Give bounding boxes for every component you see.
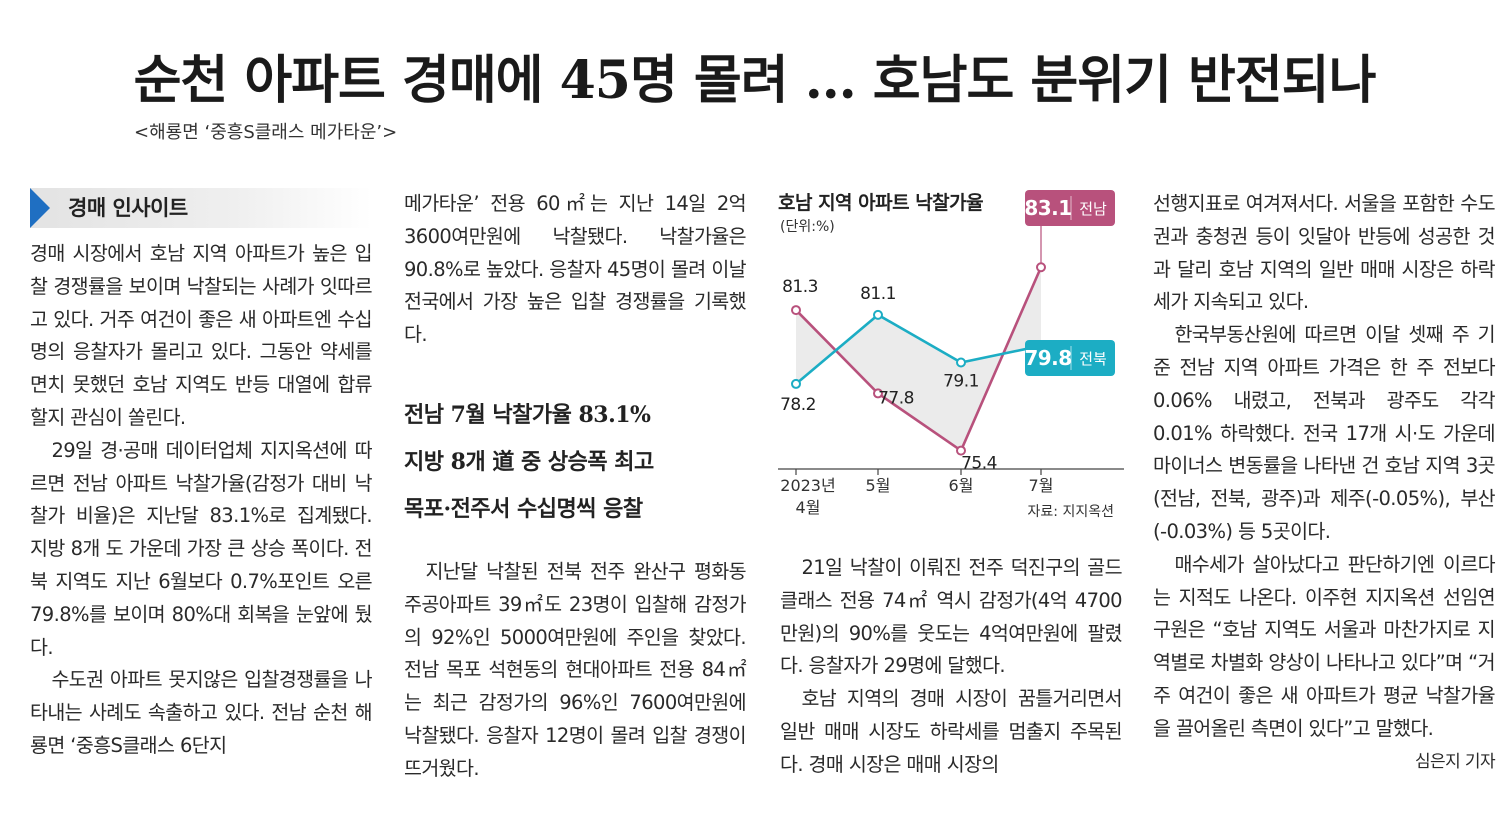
x-tick-label: 4월 <box>796 498 821 517</box>
data-label: 79.1 <box>943 371 979 391</box>
paragraph: 경매 시장에서 호남 지역 아파트가 높은 입찰 경쟁률을 보이며 낙찰되는 사… <box>30 242 373 429</box>
chart-title: 호남 지역 아파트 낙찰가율 <box>778 192 984 214</box>
paragraph: 21일 낙찰이 이뤄진 전주 덕진구의 골드클래스 전용 74㎡ 역시 감정가(… <box>780 556 1123 678</box>
article-column-2-bottom: 지난달 낙찰된 전북 전주 완산구 평화동 주공아파트 39㎡도 23명이 입찰… <box>404 556 747 786</box>
data-label: 78.2 <box>780 395 816 415</box>
data-label: 81.1 <box>860 284 896 304</box>
sub-headlines: 전남 7월 낙찰가율 83.1% 지방 8개 道 중 상승폭 최고 목포·전주서… <box>404 392 754 533</box>
data-label: 77.8 <box>878 388 914 408</box>
data-point <box>956 445 966 456</box>
chart-unit: (단위:%) <box>780 219 835 235</box>
article-column-4: 선행지표로 여겨져서다. 서울을 포함한 수도권과 충청권 등이 잇달아 반등에… <box>1153 188 1496 778</box>
paragraph: 매수세가 살아났다고 판단하기엔 이르다는 지적도 나온다. 이주현 지지옥션 … <box>1153 549 1496 772</box>
jeonbuk-badge-name: 전북 <box>1079 350 1107 368</box>
sub-headline: 지방 8개 道 중 상승폭 최고 <box>404 449 654 475</box>
paragraph: 29일 경·공매 데이터업체 지지옥션에 따르면 전남 아파트 낙찰가율(감정가… <box>30 438 373 659</box>
paragraph: 지난달 낙찰된 전북 전주 완산구 평화동 주공아파트 39㎡도 23명이 입찰… <box>404 560 747 780</box>
article-column-1: 경매 인사이트 경매 시장에서 호남 지역 아파트가 높은 입찰 경쟁률을 보이… <box>30 188 373 763</box>
paragraph: 호남 지역의 경매 시장이 꿈틀거리면서 일반 매매 시장도 하락세를 멈출지 … <box>780 687 1123 776</box>
x-tick-label: 6월 <box>949 476 974 495</box>
paragraph-text: 매수세가 살아났다고 판단하기엔 이르다는 지적도 나온다. 이주현 지지옥션 … <box>1153 552 1496 740</box>
data-point <box>956 357 966 368</box>
data-label: 75.4 <box>961 454 997 474</box>
headline: 순천 아파트 경매에 45명 몰려 … 호남도 분위기 반전되나 <box>133 50 1377 111</box>
x-tick-label: 5월 <box>866 476 891 495</box>
chart-svg: 2023년 4월 5월 6월 7월 81.3 78.2 77.8 81.1 75.4 79.1 83.… <box>778 190 1124 520</box>
series-line-전남 <box>795 266 1043 453</box>
data-label: 81.3 <box>782 277 818 297</box>
triangle-marker-icon <box>30 188 50 228</box>
sub-headline: 전남 7월 낙찰가율 83.1% <box>404 402 651 428</box>
jeonbuk-badge-value: 79.8 <box>1024 346 1071 370</box>
jeonnam-badge-value: 83.1 <box>1024 196 1071 220</box>
data-point <box>873 388 883 399</box>
jeonnam-badge <box>1025 190 1115 226</box>
data-point <box>873 309 883 320</box>
article-column-3: 21일 낙찰이 이뤄진 전주 덕진구의 골드클래스 전용 74㎡ 역시 감정가(… <box>780 552 1123 782</box>
x-tick-label: 2023년 <box>780 476 835 495</box>
chart-source: 자료: 지지옥션 <box>1028 504 1114 520</box>
section-label-text: 경매 인사이트 <box>68 196 188 220</box>
data-point <box>791 378 801 389</box>
series-gap-area <box>796 267 1041 451</box>
photo-caption: <해룡면 ‘중흥S클래스 메가타운’> <box>134 122 398 143</box>
article-column-2: 메가타운’ 전용 60㎡는 지난 14일 2억 3600여만원에 낙찰됐다. 낙… <box>404 188 747 352</box>
paragraph: 수도권 아파트 못지않은 입찰경쟁률을 나타내는 사례도 속출하고 있다. 전남… <box>30 668 373 757</box>
sub-headline: 목포·전주서 수십명씩 응찰 <box>404 496 643 522</box>
paragraph: 선행지표로 여겨져서다. 서울을 포함한 수도권과 충청권 등이 잇달아 반등에… <box>1153 192 1496 314</box>
series-line-전북 <box>795 313 1042 385</box>
line-chart: 호남 지역 아파트 낙찰가율 (단위:%) 2023년 4월 5월 6월 7월 81.3 7… <box>772 182 1134 522</box>
paragraph: 메가타운’ 전용 60㎡는 지난 14일 2억 3600여만원에 낙찰됐다. 낙… <box>404 192 747 347</box>
byline: 심은지 기자 <box>1414 751 1496 772</box>
x-tick-label: 7월 <box>1029 476 1054 495</box>
section-label: 경매 인사이트 <box>30 188 372 228</box>
data-point <box>791 305 801 316</box>
paragraph: 한국부동산원에 따르면 이달 셋째 주 기준 전남 지역 아파트 가격은 한 주… <box>1153 323 1496 543</box>
jeonbuk-badge <box>1025 340 1115 376</box>
jeonnam-badge-name: 전남 <box>1079 200 1107 218</box>
data-point <box>1036 262 1046 273</box>
